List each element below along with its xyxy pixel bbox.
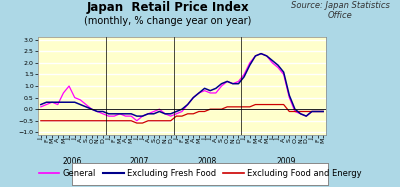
Text: Source: Japan Statistics
Office: Source: Japan Statistics Office: [290, 1, 390, 20]
Text: (monthly, % change year on year): (monthly, % change year on year): [84, 16, 252, 26]
Text: 2007: 2007: [130, 157, 149, 166]
Text: 2008: 2008: [198, 157, 217, 166]
Text: 2006: 2006: [62, 157, 82, 166]
Legend: General, Excluding Fresh Food, Excluding Food and Energy: General, Excluding Fresh Food, Excluding…: [37, 168, 363, 180]
Text: Japan  Retail Price Index: Japan Retail Price Index: [87, 1, 249, 14]
Text: 2009: 2009: [277, 157, 296, 166]
